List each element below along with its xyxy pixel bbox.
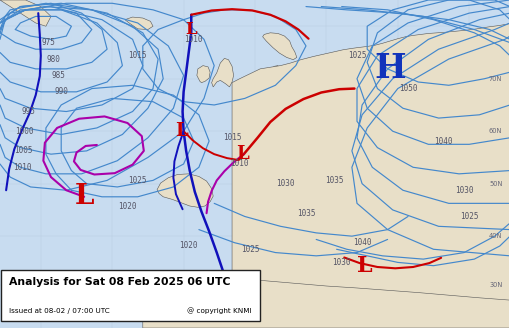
Polygon shape (211, 58, 233, 87)
Text: 1020: 1020 (179, 241, 197, 251)
Text: 1025: 1025 (128, 176, 147, 185)
Text: 1040: 1040 (352, 238, 371, 247)
Text: 1000: 1000 (15, 127, 34, 136)
Polygon shape (125, 17, 153, 30)
Text: Issued at 08-02 / 07:00 UTC: Issued at 08-02 / 07:00 UTC (9, 308, 109, 314)
Text: 1010: 1010 (13, 163, 32, 172)
Text: L: L (185, 21, 196, 38)
Polygon shape (157, 174, 213, 207)
Text: 1015: 1015 (128, 51, 147, 60)
Text: 50N: 50N (488, 181, 501, 187)
Text: 1020: 1020 (118, 202, 136, 211)
Polygon shape (143, 271, 509, 328)
Text: 990: 990 (54, 87, 68, 96)
Text: 1015: 1015 (222, 133, 241, 142)
Text: 1030: 1030 (276, 179, 294, 188)
Text: 1035: 1035 (296, 209, 315, 218)
Text: L: L (235, 145, 248, 163)
Text: 1050: 1050 (398, 84, 416, 93)
Text: 985: 985 (51, 71, 66, 80)
Text: 40N: 40N (488, 233, 501, 239)
Text: @ copyright KNMI: @ copyright KNMI (186, 307, 251, 314)
Text: 70N: 70N (488, 76, 501, 82)
Text: Analysis for Sat 08 Feb 2025 06 UTC: Analysis for Sat 08 Feb 2025 06 UTC (9, 277, 230, 287)
Polygon shape (196, 66, 210, 83)
Text: 1005: 1005 (14, 146, 32, 155)
Polygon shape (270, 66, 279, 73)
Text: 1025: 1025 (347, 51, 365, 60)
Text: 60N: 60N (488, 128, 501, 134)
Text: H: H (374, 52, 405, 85)
Text: 1030: 1030 (454, 186, 472, 195)
Polygon shape (232, 24, 509, 328)
Text: L: L (356, 255, 372, 277)
Polygon shape (0, 0, 51, 26)
Polygon shape (262, 33, 296, 60)
Text: 1025: 1025 (240, 245, 259, 254)
Text: 980: 980 (46, 54, 61, 64)
Text: 1035: 1035 (324, 176, 343, 185)
Text: 995: 995 (21, 107, 35, 116)
Text: 1010: 1010 (230, 159, 248, 169)
Text: 1025: 1025 (459, 212, 477, 221)
FancyBboxPatch shape (1, 270, 259, 321)
Text: L: L (174, 122, 187, 140)
Text: L: L (74, 183, 94, 210)
Text: 975: 975 (41, 38, 55, 47)
Text: 1010: 1010 (184, 35, 203, 44)
Text: 1040: 1040 (434, 136, 452, 146)
Text: 30N: 30N (488, 282, 501, 288)
Text: 1030: 1030 (332, 258, 350, 267)
